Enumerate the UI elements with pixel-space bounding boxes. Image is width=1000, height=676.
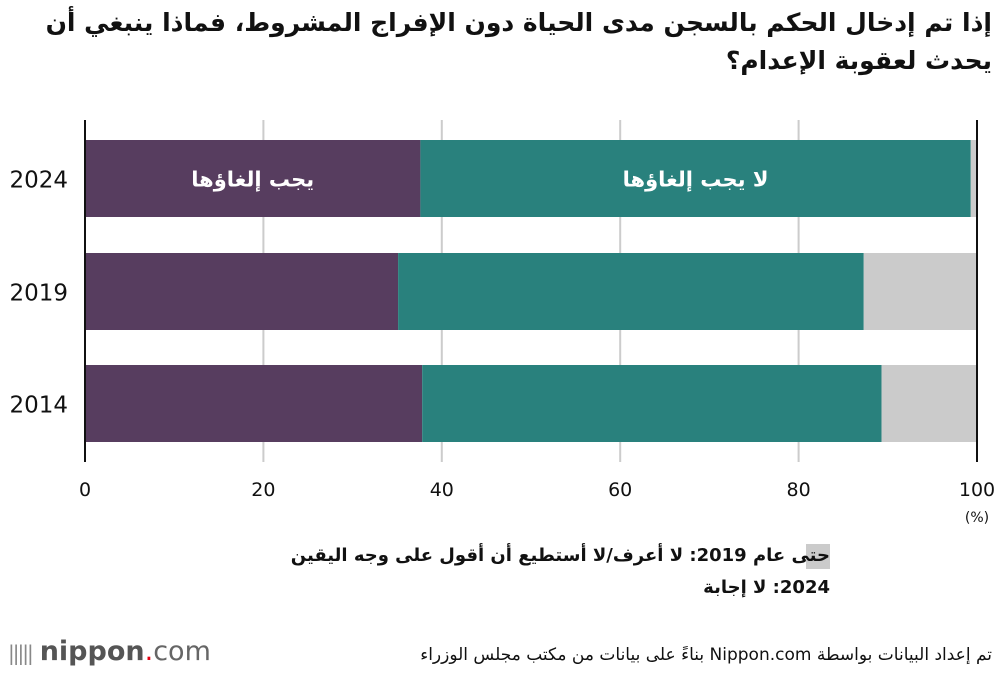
x-unit-label: (%)	[965, 510, 989, 526]
y-category-label: 2019	[9, 281, 68, 307]
bar-segment	[85, 140, 421, 217]
source-note: تم إعداد البيانات بواسطة Nippon.com بناء…	[420, 645, 992, 665]
bar-segment	[422, 365, 882, 442]
x-tick-label: 20	[251, 479, 275, 501]
y-category-label: 2024	[9, 168, 68, 194]
bar-data-label: لا يجب إلغاؤها	[623, 168, 769, 192]
legend-line-1: حتى عام 2019: لا أعرف/لا أستطيع أن أقول …	[290, 545, 830, 566]
logo-bars-icon: |||||	[8, 641, 34, 665]
bar-segment	[863, 253, 977, 330]
chart-title: إذا تم إدخال الحكم بالسجن مدى الحياة دون…	[45, 8, 992, 75]
x-tick-label: 60	[608, 479, 632, 501]
legend-swatch-no-answer	[806, 544, 830, 569]
bar-data-label: يجب إلغاؤها	[191, 168, 314, 192]
bar-segment	[398, 253, 864, 330]
nippon-logo: ||||| nippon.com	[8, 636, 211, 667]
bar-segment	[85, 253, 399, 330]
x-tick-label: 0	[79, 479, 91, 501]
legend-line-2: 2024: لا إجابة	[703, 577, 830, 598]
y-category-label: 2014	[9, 393, 68, 419]
bar-segment	[85, 365, 423, 442]
bar-segment	[420, 140, 971, 217]
legend: حتى عام 2019: لا أعرف/لا أستطيع أن أقول …	[291, 540, 830, 604]
bar-segment	[881, 365, 977, 442]
x-tick-label: 40	[430, 479, 454, 501]
bar-segment	[970, 140, 977, 217]
x-tick-label: 80	[787, 479, 811, 501]
x-tick-label: 100	[959, 479, 995, 501]
